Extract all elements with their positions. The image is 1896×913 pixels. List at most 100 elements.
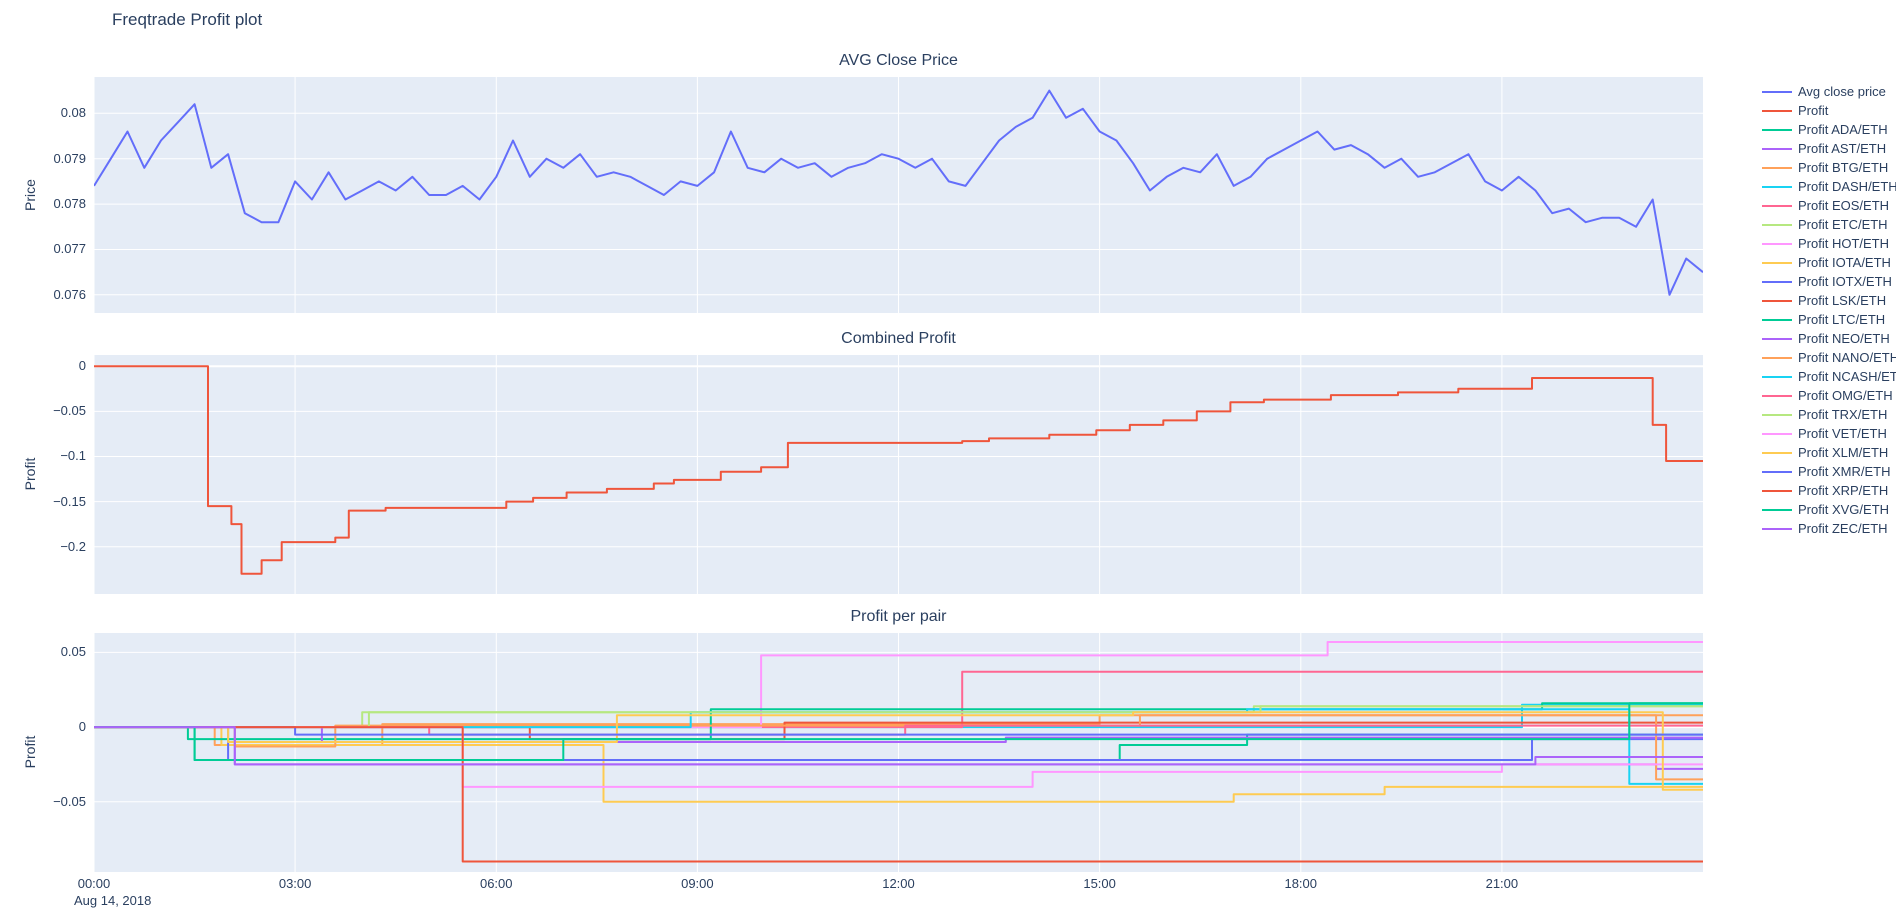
- x-tick-label: 15:00: [1083, 876, 1116, 891]
- legend-item-profit-lsk-eth[interactable]: Profit LSK/ETH: [1762, 291, 1896, 310]
- legend-line-sample: [1762, 470, 1792, 473]
- legend-item-profit-vet-eth[interactable]: Profit VET/ETH: [1762, 424, 1896, 443]
- legend-item-profit[interactable]: Profit: [1762, 101, 1896, 120]
- legend-item-label: Profit DASH/ETH: [1798, 179, 1896, 194]
- subplot-title-combined-profit: Combined Profit: [841, 330, 956, 347]
- legend-item-profit-xlm-eth[interactable]: Profit XLM/ETH: [1762, 443, 1896, 462]
- x-tick-label: 21:00: [1485, 876, 1519, 891]
- legend-item-profit-eos-eth[interactable]: Profit EOS/ETH: [1762, 196, 1896, 215]
- legend-line-sample: [1762, 261, 1792, 264]
- plot-area-avg-close-price[interactable]: [94, 77, 1703, 313]
- legend-item-label: Profit HOT/ETH: [1798, 236, 1890, 251]
- y-tick-label: 0.05: [60, 644, 86, 660]
- legend-item-profit-zec-eth[interactable]: Profit ZEC/ETH: [1762, 519, 1896, 538]
- legend-line-sample: [1762, 318, 1792, 321]
- legend-item-label: Profit BTG/ETH: [1798, 160, 1889, 175]
- legend-item-label: Profit EOS/ETH: [1798, 198, 1890, 213]
- subplot-title-profit-per-pair: Profit per pair: [850, 608, 947, 625]
- legend-item-label: Profit: [1798, 103, 1829, 118]
- legend-line-sample: [1762, 185, 1792, 188]
- y-tick-label: 0.078: [53, 196, 86, 212]
- series-group: [94, 641, 1703, 863]
- legend-line-sample: [1762, 109, 1792, 112]
- legend-line-sample: [1762, 413, 1792, 416]
- y-tick-label: −0.2: [60, 538, 86, 554]
- legend-item-profit-ltc-eth[interactable]: Profit LTC/ETH: [1762, 310, 1896, 329]
- x-tick-label: 18:00: [1284, 876, 1318, 891]
- legend-line-sample: [1762, 90, 1792, 93]
- legend-item-profit-ast-eth[interactable]: Profit AST/ETH: [1762, 139, 1896, 158]
- legend-line-sample: [1762, 337, 1792, 340]
- legend-item-profit-xrp-eth[interactable]: Profit XRP/ETH: [1762, 481, 1896, 500]
- legend-line-sample: [1762, 166, 1792, 169]
- legend-item-profit-omg-eth[interactable]: Profit OMG/ETH: [1762, 386, 1896, 405]
- legend-item-label: Profit ADA/ETH: [1798, 122, 1888, 137]
- legend-line-sample: [1762, 223, 1792, 226]
- legend-item-profit-xvg-eth[interactable]: Profit XVG/ETH: [1762, 500, 1896, 519]
- gridlines: [94, 355, 1703, 594]
- legend-item-label: Profit XMR/ETH: [1798, 464, 1891, 479]
- series-profit: [94, 365, 1703, 575]
- legend-item-profit-ada-eth[interactable]: Profit ADA/ETH: [1762, 120, 1896, 139]
- legend-item-label: Profit LSK/ETH: [1798, 293, 1887, 308]
- series-profit-xvg-eth: [94, 702, 1703, 761]
- legend-item-profit-trx-eth[interactable]: Profit TRX/ETH: [1762, 405, 1896, 424]
- legend-line-sample: [1762, 128, 1792, 131]
- legend-item-profit-btg-eth[interactable]: Profit BTG/ETH: [1762, 158, 1896, 177]
- legend-item-label: Profit NEO/ETH: [1798, 331, 1890, 346]
- series-profit-xrp-eth: [94, 726, 1703, 863]
- legend-item-label: Avg close price: [1798, 84, 1886, 99]
- legend-item-label: Profit LTC/ETH: [1798, 312, 1886, 327]
- y-axis-title-profit-per-pair: Profit: [22, 735, 38, 769]
- x-tick-label: 12:00: [882, 876, 915, 891]
- plot-area-profit-per-pair[interactable]: [94, 633, 1703, 872]
- legend-line-sample: [1762, 242, 1792, 245]
- legend-item-label: Profit IOTA/ETH: [1798, 255, 1891, 270]
- legend-item-profit-dash-eth[interactable]: Profit DASH/ETH: [1762, 177, 1896, 196]
- legend-line-sample: [1762, 204, 1792, 207]
- legend-item-profit-ncash-eth[interactable]: Profit NCASH/ETH: [1762, 367, 1896, 386]
- legend-line-sample: [1762, 394, 1792, 397]
- legend-item-profit-xmr-eth[interactable]: Profit XMR/ETH: [1762, 462, 1896, 481]
- legend-item-label: Profit ETC/ETH: [1798, 217, 1888, 232]
- legend-item-avg-close-price[interactable]: Avg close price: [1762, 82, 1896, 101]
- legend-item-label: Profit OMG/ETH: [1798, 388, 1893, 403]
- y-tick-label: 0.08: [60, 105, 86, 121]
- plot-area-combined-profit[interactable]: [94, 355, 1703, 594]
- legend-line-sample: [1762, 489, 1792, 492]
- x-tick-label: 03:00: [278, 876, 312, 891]
- legend-line-sample: [1762, 432, 1792, 435]
- legend-item-label: Profit VET/ETH: [1798, 426, 1887, 441]
- series-group: [94, 89, 1703, 296]
- series-profit-xlm-eth: [94, 711, 1703, 791]
- legend-line-sample: [1762, 451, 1792, 454]
- subplot-title-avg-close-price: AVG Close Price: [839, 52, 958, 69]
- series-avg-close-price: [94, 89, 1703, 296]
- legend-item-profit-nano-eth[interactable]: Profit NANO/ETH: [1762, 348, 1896, 367]
- series-profit-iota-eth: [94, 726, 1703, 803]
- legend-item-profit-iota-eth[interactable]: Profit IOTA/ETH: [1762, 253, 1896, 272]
- legend-line-sample: [1762, 280, 1792, 283]
- legend-item-profit-etc-eth[interactable]: Profit ETC/ETH: [1762, 215, 1896, 234]
- y-tick-label: 0: [78, 719, 86, 735]
- legend: Avg close price Profit Profit ADA/ETH Profi…: [1762, 82, 1896, 538]
- legend-line-sample: [1762, 299, 1792, 302]
- legend-item-profit-neo-eth[interactable]: Profit NEO/ETH: [1762, 329, 1896, 348]
- legend-item-profit-iotx-eth[interactable]: Profit IOTX/ETH: [1762, 272, 1896, 291]
- legend-line-sample: [1762, 147, 1792, 150]
- x-tick-label: 09:00: [681, 876, 714, 891]
- series-profit-zec-eth: [94, 726, 1703, 766]
- x-tick-label: 06:00: [479, 876, 513, 891]
- y-tick-label: 0: [78, 358, 86, 374]
- legend-line-sample: [1762, 375, 1792, 378]
- legend-item-profit-hot-eth[interactable]: Profit HOT/ETH: [1762, 234, 1896, 253]
- y-tick-label: −0.05: [53, 403, 86, 419]
- legend-line-sample: [1762, 508, 1792, 511]
- legend-line-sample: [1762, 356, 1792, 359]
- x-tick-label: 00:00: [77, 876, 111, 891]
- series-profit-ncash-eth: [94, 708, 1703, 785]
- series-group: [94, 365, 1703, 575]
- y-tick-label: 0.076: [53, 286, 86, 302]
- y-tick-label: −0.15: [53, 493, 86, 509]
- legend-item-label: Profit NCASH/ETH: [1798, 369, 1896, 384]
